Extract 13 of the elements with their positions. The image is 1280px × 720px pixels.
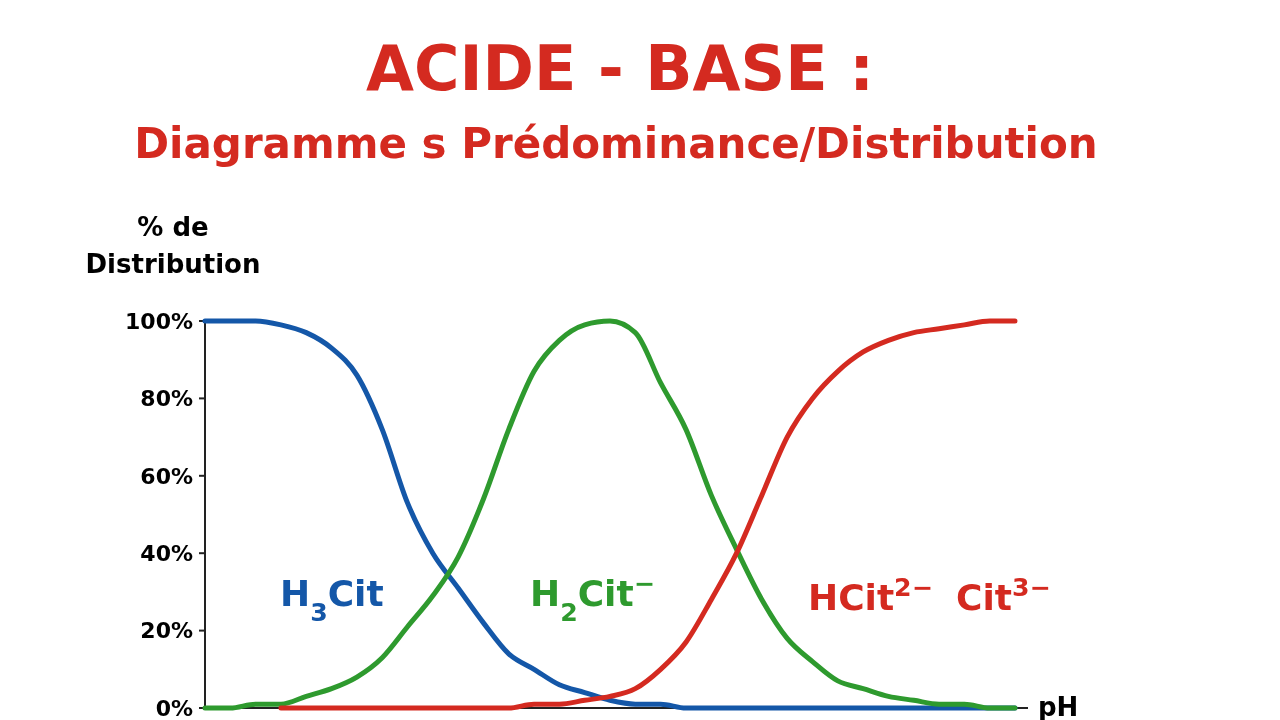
y-tick-label: 20% (140, 618, 193, 644)
annotation: H$_{3}$Cit (280, 573, 384, 627)
annotation: Cit$^{3−}$ (956, 572, 1051, 618)
annotation: H$_{2}$Cit$^{−}$ (530, 568, 655, 627)
y-tick-label: 60% (140, 463, 193, 489)
y-tick-label: 80% (140, 386, 193, 412)
y-tick-label: 100% (125, 308, 193, 334)
y-axis-title: % de Distribution (85, 212, 261, 279)
annotation: HCit$^{2−}$ (808, 572, 933, 618)
chart-subtitle: Diagramme s Prédominance/Distribution (134, 119, 1098, 168)
chart-title: ACIDE - BASE : (366, 32, 874, 105)
y-tick-label: 0% (155, 695, 193, 720)
y-tick-label: 40% (140, 540, 193, 566)
